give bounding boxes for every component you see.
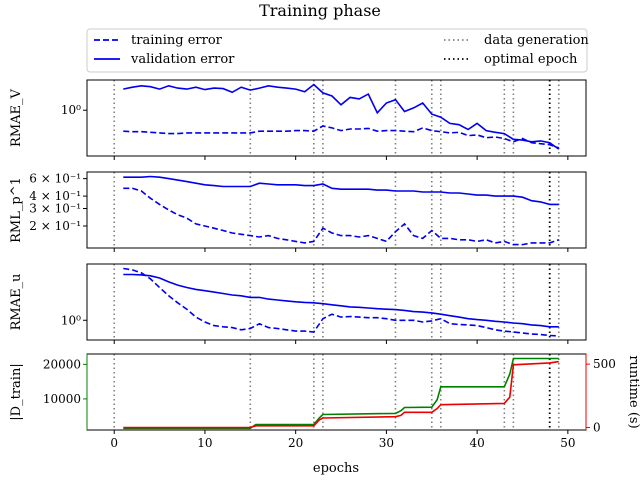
y-tick-label: 3 × 10⁻¹ [29,202,81,216]
secondary-y-tick-label: 500 [593,357,616,371]
y-axis-label: RMAE_u [9,274,24,331]
x-tick-label: 20 [288,436,303,450]
x-tick-label: 30 [379,436,394,450]
secondary-y-axis-label: runtime (s) [626,355,640,428]
x-tick-label: 0 [110,436,118,450]
series-line-validation-error [123,273,559,328]
x-tick-label: 10 [197,436,212,450]
series-line-training-error [123,187,560,246]
panel-background [87,80,586,156]
y-tick-label: 20000 [43,357,81,371]
y-tick-label: 2 × 10⁻¹ [29,219,81,233]
legend-label-validation-error: validation error [130,52,235,67]
secondary-y-tick-label: 0 [593,420,601,434]
x-axis-label: epochs [313,461,359,476]
y-tick-label: 10⁰ [61,103,81,117]
series-line-dataset-size [123,357,559,430]
legend: training error validation error data gen… [86,28,589,73]
series-line-training-error [123,125,560,149]
panel-2: 2 × 10⁻¹ 3 × 10⁻¹4 × 10⁻¹ 6 × 10⁻¹ RML_p^1 [9,171,587,252]
legend-label-data-generation: data generation [484,33,589,48]
series-line-validation-error [123,175,559,206]
series-line-training-error [123,267,559,337]
legend-label-optimal-epoch: optimal epoch [484,52,578,67]
series-line-runtime [123,360,559,429]
series-line-validation-error [123,83,560,150]
y-axis-label: RML_p^1 [9,177,24,243]
panel-background [87,172,586,248]
y-tick-label: 10000 [43,392,81,406]
y-tick-label: 6 × 10⁻¹ [29,172,81,186]
y-tick-label: 10⁰ [61,313,81,327]
panel-4: 0 500 runtime (s) 10000 20000 0 10 20 30 40 50 |D_t… [9,353,640,450]
y-axis-label: |D_train| [9,363,24,420]
panel-background [87,264,586,340]
panel-3: 10⁰ RMAE_u [9,263,587,344]
panel-frame [86,171,587,249]
x-tick-label: 50 [560,436,575,450]
y-tick-label: 4 × 10⁻¹ [29,189,81,203]
legend-label-training-error: training error [131,33,223,48]
figure-title: Training phase [259,1,381,20]
panel-frame [86,79,587,157]
x-tick-label: 40 [469,436,484,450]
panel-1: 10⁰ RMAE_V [9,79,587,160]
y-axis-label: RMAE_V [9,88,24,146]
panel-frame [86,263,587,341]
chart-panels: 10⁰ RMAE_V 2 × 10⁻¹ 3 × 10⁻¹4 × 10⁻¹ 6 × 10⁻… [9,79,640,450]
